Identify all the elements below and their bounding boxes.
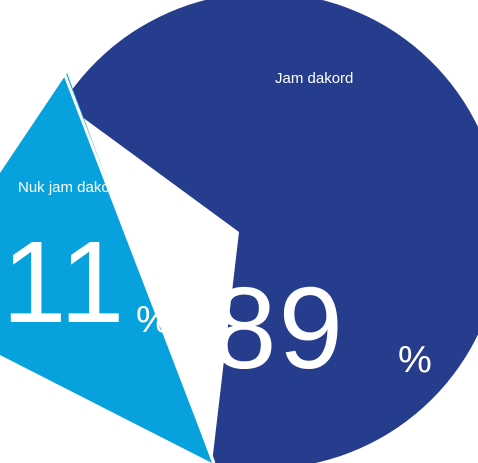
- slice-label-jam-dakord: Jam dakord: [275, 70, 353, 87]
- pie-slice-jam-dakord: [63, 0, 478, 463]
- slice-value-nuk-jam-dakord: 11: [2, 217, 126, 347]
- slice-label-nuk-jam-dakord: Nuk jam dakord: [18, 179, 123, 196]
- slice-unit-nuk-jam-dakord: %: [136, 299, 170, 341]
- slice-separator: [61, 69, 216, 463]
- slice-unit-jam-dakord: %: [398, 339, 432, 381]
- slice-value-jam-dakord: 89: [212, 263, 345, 393]
- pie-slice-nuk-jam-dakord: [0, 73, 212, 463]
